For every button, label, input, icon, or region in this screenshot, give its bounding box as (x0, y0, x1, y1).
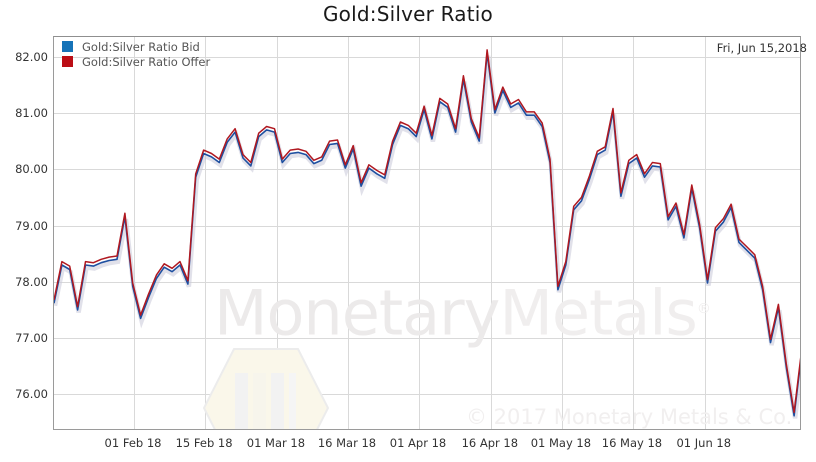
y-axis-tick-label: 79.00 (15, 218, 48, 233)
y-axis-tick-label: 82.00 (15, 49, 48, 64)
y-axis-tick-label: 81.00 (15, 105, 48, 120)
legend-item-offer[interactable]: Gold:Silver Ratio Offer (62, 54, 211, 69)
gridline-horizontal (54, 226, 800, 227)
gridline-horizontal (54, 169, 800, 170)
gridline-horizontal (54, 394, 800, 395)
x-axis-tick-label: 15 Feb 18 (175, 436, 233, 450)
series-line-offer (54, 49, 800, 414)
gridline-vertical (562, 37, 563, 429)
x-axis-tick-label: 16 Mar 18 (317, 436, 377, 450)
y-axis-tick-label: 80.00 (15, 162, 48, 177)
gridline-vertical (348, 37, 349, 429)
gridline-vertical (419, 37, 420, 429)
legend-item-bid[interactable]: Gold:Silver Ratio Bid (62, 39, 210, 54)
date-stamp: Fri, Jun 15,2018 (716, 41, 807, 55)
page-title: Gold:Silver Ratio (322, 2, 493, 26)
square-swatch-icon (62, 41, 73, 52)
series-lines (54, 49, 800, 419)
x-axis-tick-label: 01 May 18 (530, 436, 592, 450)
legend-label-offer: Gold:Silver Ratio Offer (82, 54, 211, 69)
legend-label-bid: Gold:Silver Ratio Bid (82, 39, 200, 54)
y-axis-tick-label: 77.00 (15, 331, 48, 346)
series-line-bid (54, 52, 800, 417)
y-axis-tick-label: 76.00 (15, 387, 48, 402)
gridline-vertical (134, 37, 135, 429)
x-axis: 01 Feb 18 15 Feb 18 01 Mar 18 16 Mar 18 01 A… (0, 432, 816, 458)
x-axis-tick-label: 01 Apr 18 (389, 436, 447, 450)
gridline-vertical (277, 37, 278, 429)
gridline-vertical (633, 37, 634, 429)
gridline-vertical (205, 37, 206, 429)
x-axis-tick-label: 01 Feb 18 (104, 436, 162, 450)
y-axis-tick-label: 78.00 (15, 274, 48, 289)
gridline-vertical (491, 37, 492, 429)
x-axis-tick-label: 01 Jun 18 (676, 436, 732, 450)
gridline-vertical (705, 37, 706, 429)
x-axis-tick-label: 16 Apr 18 (461, 436, 519, 450)
plot-area: MonetaryMetals® © 2017 Monetary Metals &… (53, 36, 801, 430)
gridline-horizontal (54, 282, 800, 283)
square-swatch-icon (62, 56, 73, 67)
gridline-horizontal (54, 57, 800, 58)
gridline-horizontal (54, 338, 800, 339)
legend: Gold:Silver Ratio Bid Gold:Silver Ratio … (62, 39, 211, 69)
x-axis-tick-label: 16 May 18 (601, 436, 663, 450)
x-axis-tick-label: 01 Mar 18 (246, 436, 306, 450)
series-shadow (54, 55, 800, 419)
y-axis: 82.00 81.00 80.00 79.00 78.00 77.00 76.00 (0, 36, 48, 430)
